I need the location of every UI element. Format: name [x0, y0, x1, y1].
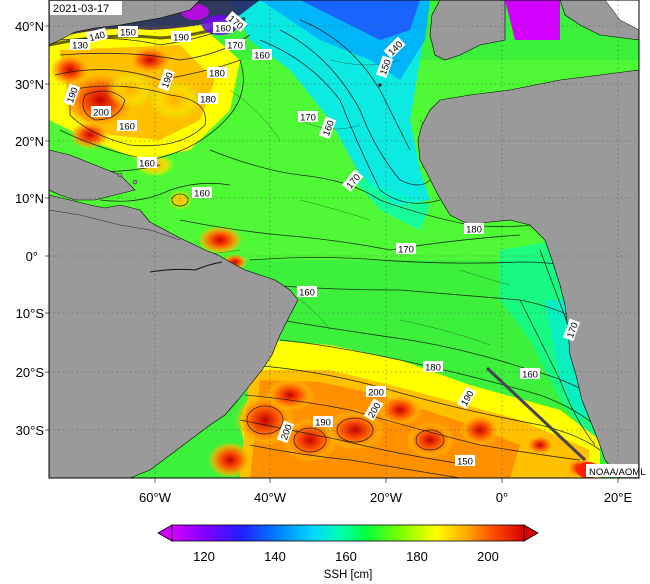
- contour-value: 150: [120, 28, 136, 39]
- colorbar-right-arrow: [523, 524, 539, 542]
- contour-label: 160: [117, 120, 137, 133]
- lat-label: 30°N: [15, 77, 44, 92]
- contour-label: 140: [85, 27, 108, 45]
- colorbar-title: SSH [cm]: [324, 569, 373, 581]
- contour-value: 180: [425, 363, 441, 374]
- contour-value: 160: [254, 51, 270, 62]
- contour-value: 150: [457, 457, 473, 468]
- graticule: [45, 0, 639, 483]
- contour-value: 170: [300, 113, 316, 124]
- contour-value: 200: [279, 423, 295, 442]
- lat-label: 20°N: [15, 134, 44, 149]
- contour-label: 180: [464, 223, 484, 236]
- lon-label: 0°: [496, 490, 508, 505]
- lat-label: 20°S: [16, 365, 45, 380]
- contour-value: 150: [378, 58, 394, 77]
- lon-label: 20°W: [370, 490, 403, 505]
- lat-label: 30°S: [16, 423, 45, 438]
- contour-label: 180: [423, 361, 443, 374]
- colorbar-tick: 160: [335, 549, 357, 564]
- contour-value: 190: [315, 418, 331, 429]
- contour-label: 190: [157, 68, 176, 92]
- contour-label: 200: [91, 106, 111, 119]
- colorbar-tick: 180: [406, 549, 428, 564]
- lon-label: 40°W: [254, 490, 287, 505]
- colorbar-tick: 120: [193, 549, 215, 564]
- contour-label: 170: [396, 243, 416, 256]
- contour-label: 160: [137, 157, 157, 170]
- contour-value: 190: [173, 33, 189, 44]
- contour-value: 200: [93, 108, 109, 119]
- longitude-labels: 60°W 40°W 20°W 0° 20°E: [139, 490, 632, 505]
- contour-label: 190: [313, 416, 333, 429]
- contour-label: 200: [276, 420, 295, 444]
- contour-value: 130: [72, 41, 88, 52]
- contour-label: 170: [562, 318, 581, 342]
- contour-value: 170: [398, 245, 414, 256]
- colorbar-tick: 140: [264, 549, 286, 564]
- contour-label: 160: [252, 49, 272, 62]
- contour-label: 200: [366, 386, 386, 399]
- contour-label: 160: [192, 187, 212, 200]
- colorbar-gradient: [171, 524, 525, 542]
- contour-value: 180: [209, 69, 225, 80]
- contour-value: 180: [466, 225, 482, 236]
- contour-value: 160: [321, 119, 337, 138]
- contour-label: 180: [198, 93, 218, 106]
- contour-value: 160: [522, 370, 538, 381]
- contour-value: 160: [215, 24, 231, 35]
- date-box: [50, 1, 122, 15]
- latitude-labels: 40°N 30°N 20°N 10°N 0° 10°S 20°S 30°S: [15, 19, 44, 438]
- contour-label: 170: [225, 39, 245, 52]
- lon-label: 60°W: [139, 490, 172, 505]
- contour-label: 160: [520, 368, 540, 381]
- contour-label: 130: [70, 39, 90, 52]
- contour-label: 180: [207, 67, 227, 80]
- lon-label: 20°E: [604, 490, 633, 505]
- lat-label: 10°N: [15, 191, 44, 206]
- contour-value: 160: [119, 122, 135, 133]
- colorbar-left-arrow: [157, 524, 173, 542]
- contour-value: 190: [65, 86, 81, 105]
- contour-label: 160: [297, 286, 317, 299]
- contour-label: 190: [62, 83, 81, 107]
- contour-label: 170: [298, 111, 318, 124]
- map-frame: [48, 0, 640, 479]
- contour-value: 140: [88, 30, 106, 45]
- date-stamp: 2021-03-17: [53, 3, 109, 15]
- lat-label: 0°: [26, 249, 38, 264]
- contour-value: 160: [299, 288, 315, 299]
- lat-label: 10°S: [16, 306, 45, 321]
- contour-label: 150: [455, 455, 475, 468]
- contour-value: 170: [227, 41, 243, 52]
- credit-label: NOAA/AOML: [589, 467, 646, 478]
- colorbar: 120 140 160 180 200 SSH [cm]: [157, 524, 539, 581]
- contour-value: 190: [160, 71, 176, 90]
- contour-value: 170: [565, 321, 581, 340]
- contour-value: 160: [139, 159, 155, 170]
- contour-label: 160: [318, 116, 337, 140]
- land-masses: [49, 0, 639, 478]
- contour-label: 150: [375, 55, 394, 79]
- contour-value: 180: [200, 95, 216, 106]
- contour-label: 190: [171, 31, 191, 44]
- contour-label: 150: [118, 26, 138, 39]
- contour-value: 160: [194, 189, 210, 200]
- lat-label: 40°N: [15, 19, 44, 34]
- colorbar-tick: 200: [477, 549, 499, 564]
- contour-value: 200: [368, 388, 384, 399]
- credit-box: [586, 464, 638, 477]
- contour-label: 160: [213, 22, 233, 35]
